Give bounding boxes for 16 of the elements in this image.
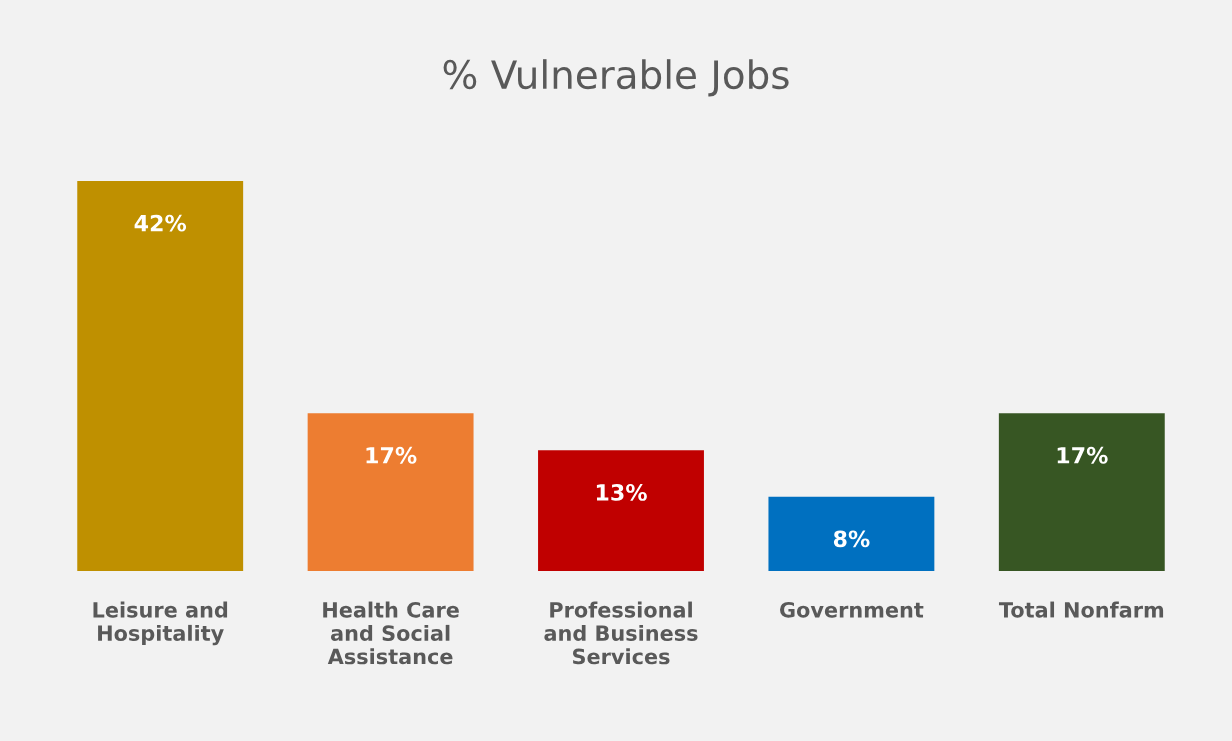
bar [77,181,244,571]
x-tick-label: Professional and Business Services [544,601,698,665]
data-label: 8% [833,530,870,548]
bar [768,496,935,571]
x-tick-label: Leisure and Hospitality [93,601,228,646]
x-tick-label: Total Nonfarm [998,601,1164,618]
x-tick-label: Health Care and Social Assistance [323,601,459,665]
data-label: 42% [134,214,187,232]
data-label: 17% [1057,446,1108,464]
bar [307,413,474,571]
data-label: 17% [366,446,417,464]
chart-title: % Vulnerable Jobs [443,59,789,97]
data-label: 13% [596,484,647,501]
bar [998,413,1165,571]
bar [538,450,704,571]
x-tick-label: Government [780,601,924,618]
